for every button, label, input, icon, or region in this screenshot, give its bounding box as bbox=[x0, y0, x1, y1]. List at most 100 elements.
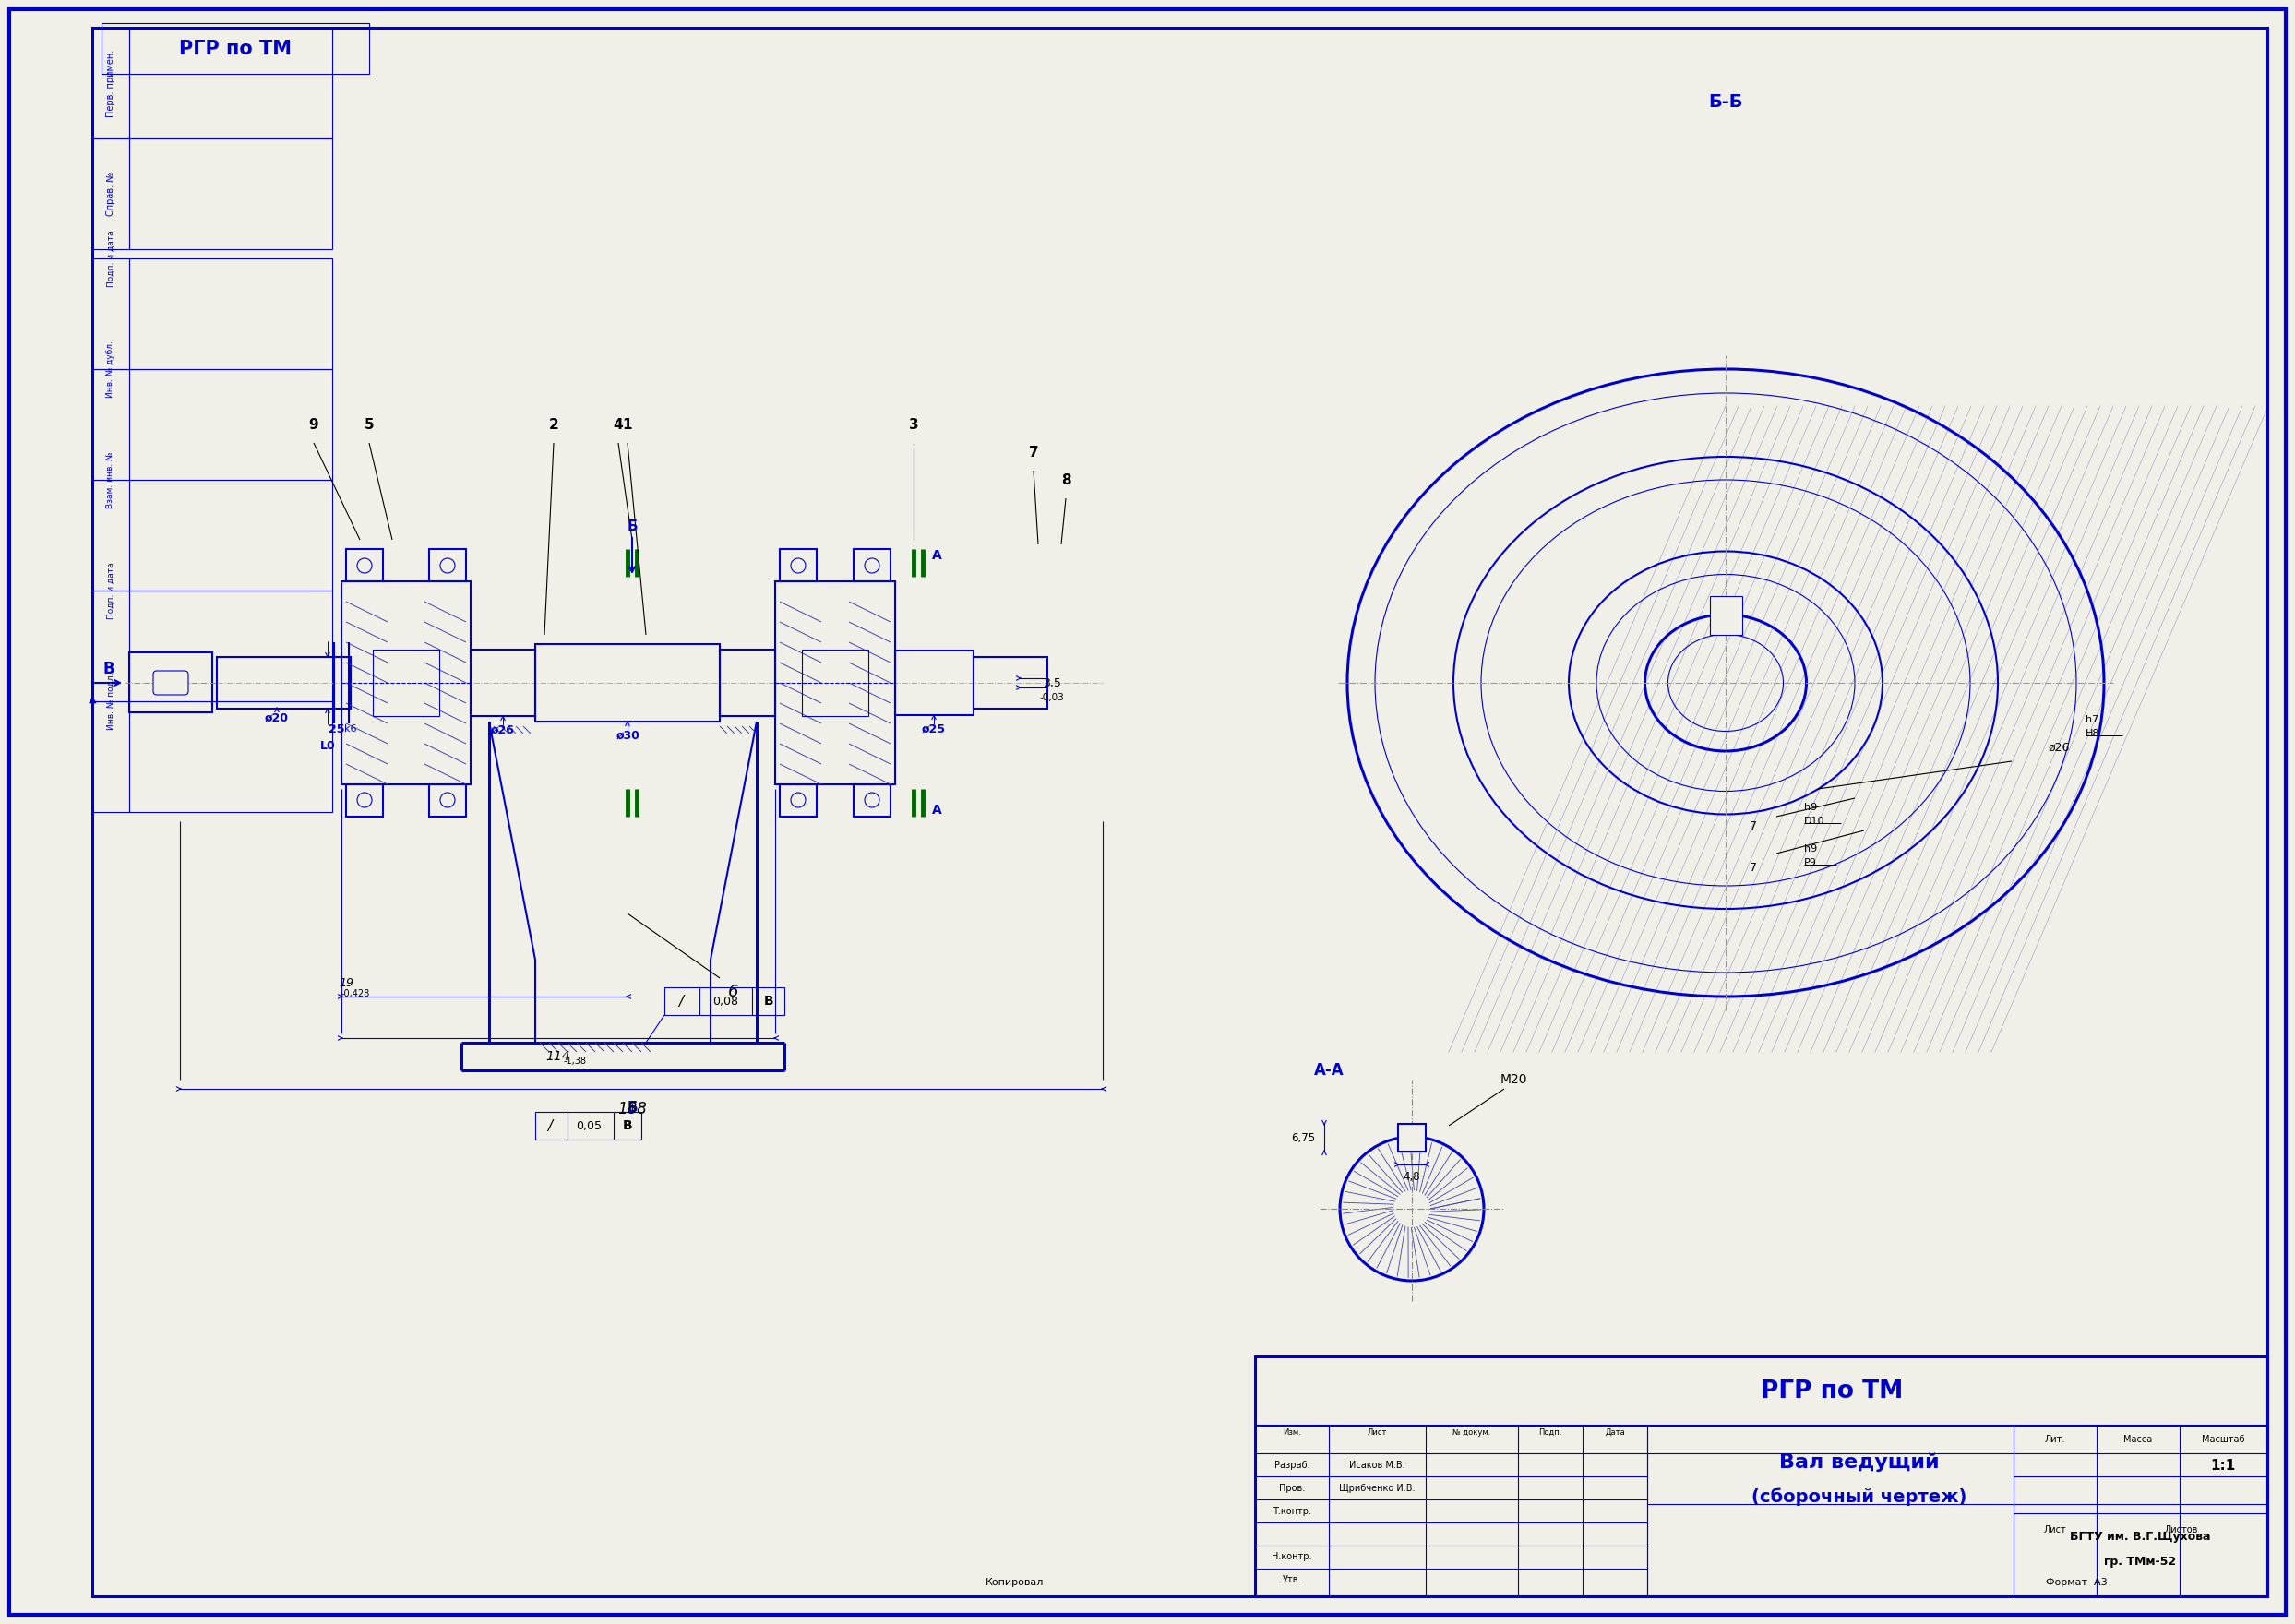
Text: Масса: Масса bbox=[2123, 1436, 2153, 1444]
Bar bbox=[129, 479, 333, 591]
Text: h9: h9 bbox=[1804, 802, 1818, 812]
Text: 8: 8 bbox=[1060, 473, 1072, 487]
Text: H8: H8 bbox=[2086, 729, 2100, 739]
Text: Инв. № подл.: Инв. № подл. bbox=[106, 672, 115, 731]
Bar bbox=[342, 581, 470, 784]
Text: Пров.: Пров. bbox=[1278, 1484, 1306, 1492]
Bar bbox=[470, 650, 535, 716]
Text: B: B bbox=[622, 1119, 633, 1132]
Bar bbox=[895, 651, 973, 715]
Bar bbox=[429, 549, 466, 581]
Text: А: А bbox=[932, 549, 941, 562]
Text: Изм.: Изм. bbox=[1283, 1427, 1301, 1436]
Text: № докум.: № докум. bbox=[1453, 1427, 1492, 1436]
Bar bbox=[92, 479, 129, 591]
Bar bbox=[721, 650, 776, 716]
Bar bbox=[129, 258, 333, 369]
Text: h7: h7 bbox=[2086, 715, 2098, 724]
Bar bbox=[535, 645, 721, 721]
Text: ø26: ø26 bbox=[491, 724, 514, 736]
Text: ø30: ø30 bbox=[615, 729, 640, 742]
Text: Формат  А3: Формат А3 bbox=[2045, 1579, 2107, 1587]
Bar bbox=[1710, 596, 1742, 635]
Text: Щрибченко И.В.: Щрибченко И.В. bbox=[1338, 1484, 1416, 1492]
Text: 19: 19 bbox=[340, 976, 353, 989]
Bar bbox=[776, 581, 895, 784]
Text: 3: 3 bbox=[909, 417, 918, 432]
Text: k6: k6 bbox=[344, 724, 358, 734]
Text: Лист: Лист bbox=[2043, 1525, 2066, 1535]
Bar bbox=[801, 650, 868, 716]
Text: M20: M20 bbox=[1499, 1073, 1526, 1086]
Bar bbox=[1255, 1356, 2267, 1596]
Text: Взам. инв. №: Взам. инв. № bbox=[106, 451, 115, 508]
Text: Т.контр.: Т.контр. bbox=[1271, 1507, 1310, 1517]
Bar bbox=[347, 549, 383, 581]
Bar bbox=[129, 28, 333, 138]
Bar bbox=[347, 784, 383, 817]
Text: 9: 9 bbox=[310, 417, 319, 432]
Bar bbox=[92, 258, 129, 369]
Text: Перв. примен.: Перв. примен. bbox=[106, 49, 115, 117]
Text: -1,38: -1,38 bbox=[562, 1057, 588, 1065]
Bar bbox=[372, 650, 438, 716]
Text: Б: Б bbox=[627, 520, 638, 533]
Text: 1: 1 bbox=[622, 417, 633, 432]
Text: 5: 5 bbox=[365, 417, 374, 432]
Text: D10: D10 bbox=[1804, 817, 1825, 827]
Bar bbox=[535, 1112, 640, 1140]
Text: 4,8: 4,8 bbox=[1402, 1171, 1421, 1182]
Bar bbox=[129, 369, 333, 479]
Text: Копировал: Копировал bbox=[987, 1579, 1044, 1587]
Text: 2: 2 bbox=[549, 417, 558, 432]
Text: ▲: ▲ bbox=[90, 695, 96, 705]
Bar bbox=[973, 658, 1047, 708]
Text: Подп. и дата: Подп. и дата bbox=[106, 562, 115, 619]
Text: А-А: А-А bbox=[1313, 1062, 1345, 1078]
Text: 7: 7 bbox=[1028, 445, 1037, 460]
Text: Справ. №: Справ. № bbox=[106, 172, 115, 216]
Bar bbox=[666, 987, 785, 1015]
Text: -0,03: -0,03 bbox=[1040, 693, 1065, 702]
Text: гр. ТМм-52: гр. ТМм-52 bbox=[2105, 1556, 2176, 1567]
Text: ø25: ø25 bbox=[923, 723, 946, 736]
Text: А: А bbox=[932, 804, 941, 817]
Text: Вал ведущий: Вал ведущий bbox=[1779, 1453, 1939, 1471]
Text: ø26: ø26 bbox=[2049, 742, 2070, 754]
Text: /: / bbox=[549, 1119, 553, 1132]
Bar bbox=[92, 702, 129, 812]
Bar bbox=[429, 784, 466, 817]
Bar bbox=[780, 549, 817, 581]
Text: 114: 114 bbox=[546, 1051, 571, 1064]
Text: Подп. и дата: Подп. и дата bbox=[106, 231, 115, 287]
Text: Масштаб: Масштаб bbox=[2201, 1436, 2245, 1444]
Bar bbox=[129, 702, 333, 812]
Bar bbox=[92, 138, 129, 248]
Text: Исаков М.В.: Исаков М.В. bbox=[1349, 1460, 1405, 1470]
Bar bbox=[101, 23, 369, 73]
Bar bbox=[780, 784, 817, 817]
Text: Н.контр.: Н.контр. bbox=[1271, 1553, 1313, 1561]
Text: Дата: Дата bbox=[1604, 1427, 1625, 1436]
Bar bbox=[854, 549, 890, 581]
Text: 7: 7 bbox=[1749, 861, 1758, 874]
Text: /: / bbox=[679, 994, 684, 1009]
Bar bbox=[129, 591, 333, 702]
Bar bbox=[1398, 1124, 1425, 1151]
Text: 6,75: 6,75 bbox=[1290, 1132, 1315, 1143]
Bar bbox=[92, 369, 129, 479]
Text: Разраб.: Разраб. bbox=[1274, 1460, 1310, 1470]
Text: Утв.: Утв. bbox=[1283, 1575, 1301, 1585]
Text: РГР по ТМ: РГР по ТМ bbox=[1760, 1379, 1903, 1403]
Text: 4: 4 bbox=[613, 417, 624, 432]
Text: 25: 25 bbox=[328, 723, 344, 736]
Text: B: B bbox=[103, 661, 115, 677]
Text: Подп.: Подп. bbox=[1538, 1427, 1563, 1436]
Text: B: B bbox=[764, 994, 773, 1007]
FancyBboxPatch shape bbox=[154, 671, 188, 695]
Text: ø20: ø20 bbox=[264, 711, 289, 724]
Text: 1:1: 1:1 bbox=[2210, 1458, 2235, 1473]
Bar bbox=[92, 591, 129, 702]
Bar bbox=[129, 653, 211, 713]
Text: 0,08: 0,08 bbox=[711, 996, 739, 1007]
